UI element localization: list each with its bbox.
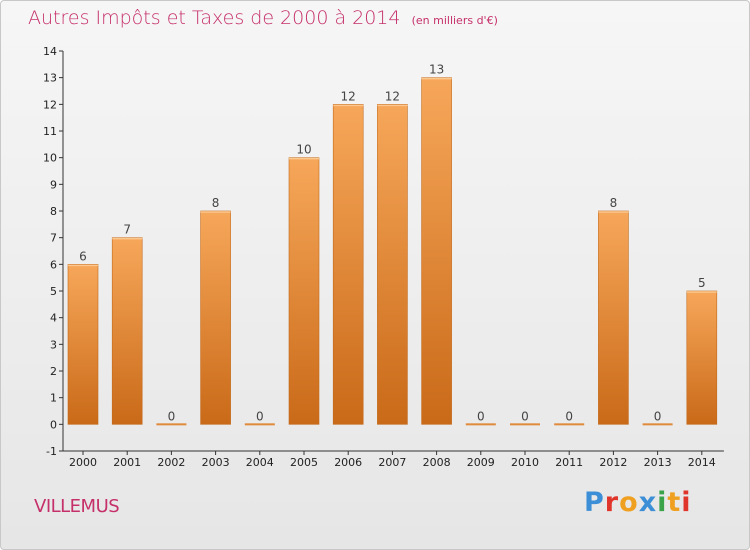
y-tick-label: 6 [50, 258, 57, 271]
y-tick-label: 2 [50, 365, 57, 378]
data-label: 12 [341, 89, 356, 103]
data-label: 8 [610, 196, 618, 210]
brand-letter: o [619, 487, 639, 518]
data-label: 0 [654, 409, 662, 423]
data-label: 0 [256, 409, 264, 423]
data-label: 6 [79, 249, 87, 263]
y-tick-label: 1 [50, 392, 57, 405]
brand-letter: x [638, 487, 658, 518]
bar [421, 77, 452, 425]
bar [686, 290, 718, 425]
y-tick-label: 5 [50, 285, 57, 298]
y-tick-label: 0 [50, 418, 57, 431]
x-tick-label: 2005 [290, 456, 318, 469]
y-tick-label: 10 [43, 152, 57, 165]
x-tick-label: 2010 [511, 456, 539, 469]
bar [465, 423, 496, 426]
brand-letter: P [584, 487, 605, 518]
y-tick-label: 4 [50, 312, 57, 325]
bar [332, 104, 364, 425]
commune-name: VILLEMUS [34, 496, 120, 517]
x-tick-label: 2007 [378, 456, 406, 469]
bar [67, 264, 99, 425]
y-tick-label: 14 [43, 45, 57, 58]
bar [377, 104, 408, 425]
x-tick-label: 2011 [555, 456, 583, 469]
chart-labels: 2000 6 2001 7 2002 0 2003 8 2004 0 2005 10 2006 12 200… [69, 63, 716, 469]
y-tick-label: 3 [50, 338, 57, 351]
x-tick-label: 2003 [202, 456, 230, 469]
data-label: 0 [477, 409, 485, 423]
x-tick-label: 2004 [246, 456, 274, 469]
bar [642, 423, 673, 426]
bar [244, 423, 275, 426]
bar [598, 210, 629, 425]
data-label: 13 [429, 63, 444, 77]
bar [554, 423, 585, 426]
x-tick-label: 2013 [644, 456, 672, 469]
data-label: 7 [123, 223, 131, 237]
x-tick-label: 2000 [69, 456, 97, 469]
data-label: 8 [212, 196, 220, 210]
data-label: 12 [385, 89, 400, 103]
bar [200, 210, 231, 425]
brand-letter: r [604, 487, 620, 518]
y-tick-label: 12 [43, 98, 57, 111]
y-tick-label: 9 [50, 178, 57, 191]
bar [288, 157, 320, 425]
data-label: 0 [521, 409, 529, 423]
x-tick-label: 2014 [688, 456, 716, 469]
y-tick-label: 11 [43, 125, 57, 138]
brand-letter: t [667, 487, 682, 518]
brand-letter: i [681, 487, 692, 518]
bar [111, 237, 143, 425]
x-tick-label: 2002 [157, 456, 185, 469]
data-label: 0 [168, 409, 176, 423]
chart-title: Autres Impôts et Taxes de 2000 à 2014 [28, 7, 401, 29]
data-label: 10 [296, 143, 311, 157]
x-tick-label: 2012 [599, 456, 627, 469]
chart-bars [67, 77, 718, 426]
x-tick-label: 2008 [423, 456, 451, 469]
brand-letter: i [657, 487, 668, 518]
x-tick-label: 2009 [467, 456, 495, 469]
y-tick-label: -1 [46, 445, 57, 458]
y-tick-label: 7 [50, 232, 57, 245]
bar [510, 423, 540, 426]
chart-title-block: Autres Impôts et Taxes de 2000 à 2014 (e… [28, 7, 498, 29]
y-tick-label: 8 [50, 205, 57, 218]
y-tick-label: 13 [43, 72, 57, 85]
bar [156, 423, 187, 426]
data-label: 5 [698, 276, 706, 290]
unit-note: (en milliers d'€) [411, 14, 498, 27]
brand-logo: Proxiti [584, 487, 692, 518]
x-tick-label: 2001 [113, 456, 141, 469]
data-label: 0 [565, 409, 573, 423]
x-tick-label: 2006 [334, 456, 362, 469]
